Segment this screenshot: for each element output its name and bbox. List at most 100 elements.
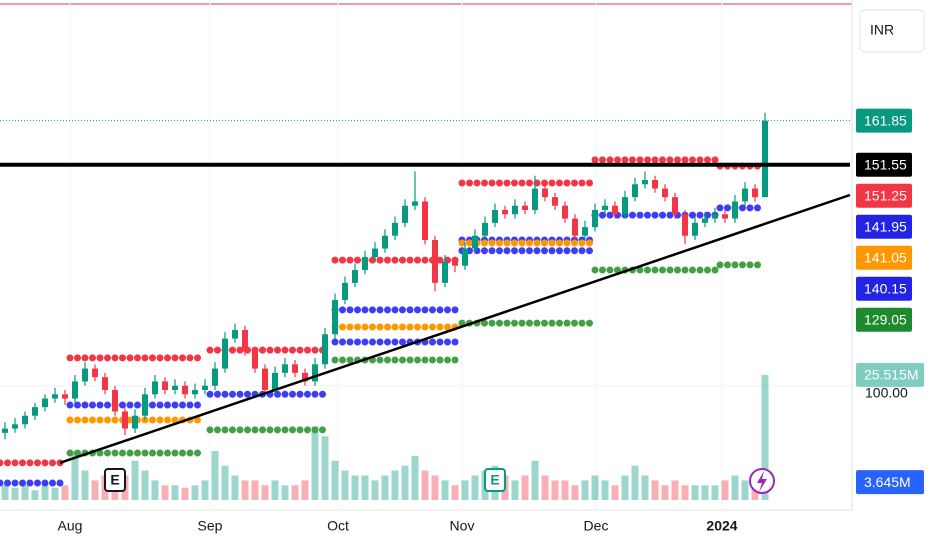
volume-bar: [741, 480, 749, 500]
candle-body: [262, 368, 268, 390]
volume-bar: [431, 475, 439, 500]
volume-bar: [261, 485, 269, 500]
candle-body: [312, 364, 318, 382]
candle-body: [482, 222, 488, 236]
volume-bar: [621, 475, 629, 500]
volume-bar: [181, 487, 189, 500]
candle-body: [232, 330, 238, 339]
volume-bar: [161, 485, 169, 500]
volume-bar: [761, 374, 769, 500]
volume-bar: [21, 485, 29, 500]
volume-bar: [81, 470, 89, 500]
volume-bar: [341, 470, 349, 500]
price-badge-label: 141.05: [864, 249, 907, 265]
volume-bar: [381, 475, 389, 500]
currency-box[interactable]: [859, 9, 925, 53]
price-badge: [856, 152, 912, 177]
candle-body: [462, 248, 468, 266]
candle-body: [442, 261, 448, 283]
volume-bar: [31, 490, 39, 500]
candle-body: [452, 261, 458, 266]
candle-body: [352, 270, 358, 283]
volume-bar: [471, 475, 479, 500]
volume-bar: [731, 475, 739, 500]
volume-bar: [591, 475, 599, 500]
volume-bar: [521, 475, 529, 500]
volume-bar: [511, 480, 519, 500]
candle-body: [392, 222, 398, 236]
volume-bar: [411, 455, 419, 500]
volume-bar: [151, 480, 159, 500]
candle-body: [182, 385, 188, 395]
candle-body: [62, 394, 68, 399]
volume-bar: [401, 465, 409, 500]
volume-badge: [856, 470, 924, 495]
volume-bar: [11, 487, 19, 500]
volume-bar: [251, 480, 259, 500]
event-marker: [484, 468, 506, 492]
volume-bar: [241, 480, 249, 500]
volume-bar: [661, 485, 669, 500]
candle-body: [662, 188, 668, 198]
price-badge-label: 161.85: [864, 112, 907, 128]
candle-body: [432, 240, 438, 283]
candle-body: [332, 300, 338, 335]
price-badge: [856, 245, 912, 270]
volume-bar: [311, 426, 319, 500]
candle-body: [592, 210, 598, 228]
price-badge-label: 140.15: [864, 280, 907, 296]
trend-line: [59, 193, 851, 465]
volume-bar: [231, 475, 239, 500]
volume-bar: [61, 485, 69, 500]
candle-body: [32, 407, 38, 416]
currency-label: INR: [870, 22, 894, 38]
volume-badge: [856, 362, 924, 387]
volume-bar: [71, 450, 79, 500]
price-badge: [856, 108, 912, 133]
candle-body: [132, 415, 138, 429]
volume-bar: [351, 475, 359, 500]
candle-body: [292, 364, 298, 373]
volume-bar: [41, 485, 49, 500]
x-tick-label: Oct: [327, 518, 349, 534]
volume-bar: [211, 450, 219, 500]
volume-bar: [221, 465, 229, 500]
event-label: E: [110, 472, 119, 488]
price-badge-label: 129.05: [864, 311, 907, 327]
candle-body: [272, 372, 278, 390]
volume-bar: [131, 460, 139, 500]
price-badge: [856, 183, 912, 208]
candle-body: [2, 428, 8, 433]
candle-body: [602, 205, 608, 210]
volume-bar: [291, 485, 299, 500]
volume-bar: [631, 465, 639, 500]
volume-bar: [141, 470, 149, 500]
candle-body: [172, 385, 178, 390]
volume-bar: [701, 485, 709, 500]
volume-bar: [651, 480, 659, 500]
volume-bar: [191, 485, 199, 500]
candle-body: [652, 180, 658, 189]
volume-bar: [51, 487, 59, 500]
y-tick-label: 100.00: [865, 384, 908, 400]
candle-body: [422, 201, 428, 240]
price-badge: [856, 307, 912, 332]
volume-bar: [91, 480, 99, 500]
candle-body: [212, 368, 218, 386]
candle-body: [372, 248, 378, 258]
candle-body: [642, 180, 648, 185]
x-tick-label: Dec: [584, 518, 609, 534]
candle-body: [752, 188, 758, 198]
volume-bar: [301, 480, 309, 500]
x-tick-label: 2024: [706, 518, 737, 534]
candle-body: [712, 214, 718, 219]
candle-body: [732, 201, 738, 219]
price-badge: [856, 214, 912, 239]
candle-body: [472, 235, 478, 249]
candle-body: [502, 210, 508, 215]
candle-body: [762, 120, 768, 198]
candle-body: [692, 222, 698, 236]
candle-body: [122, 411, 128, 429]
candle-body: [252, 351, 258, 369]
